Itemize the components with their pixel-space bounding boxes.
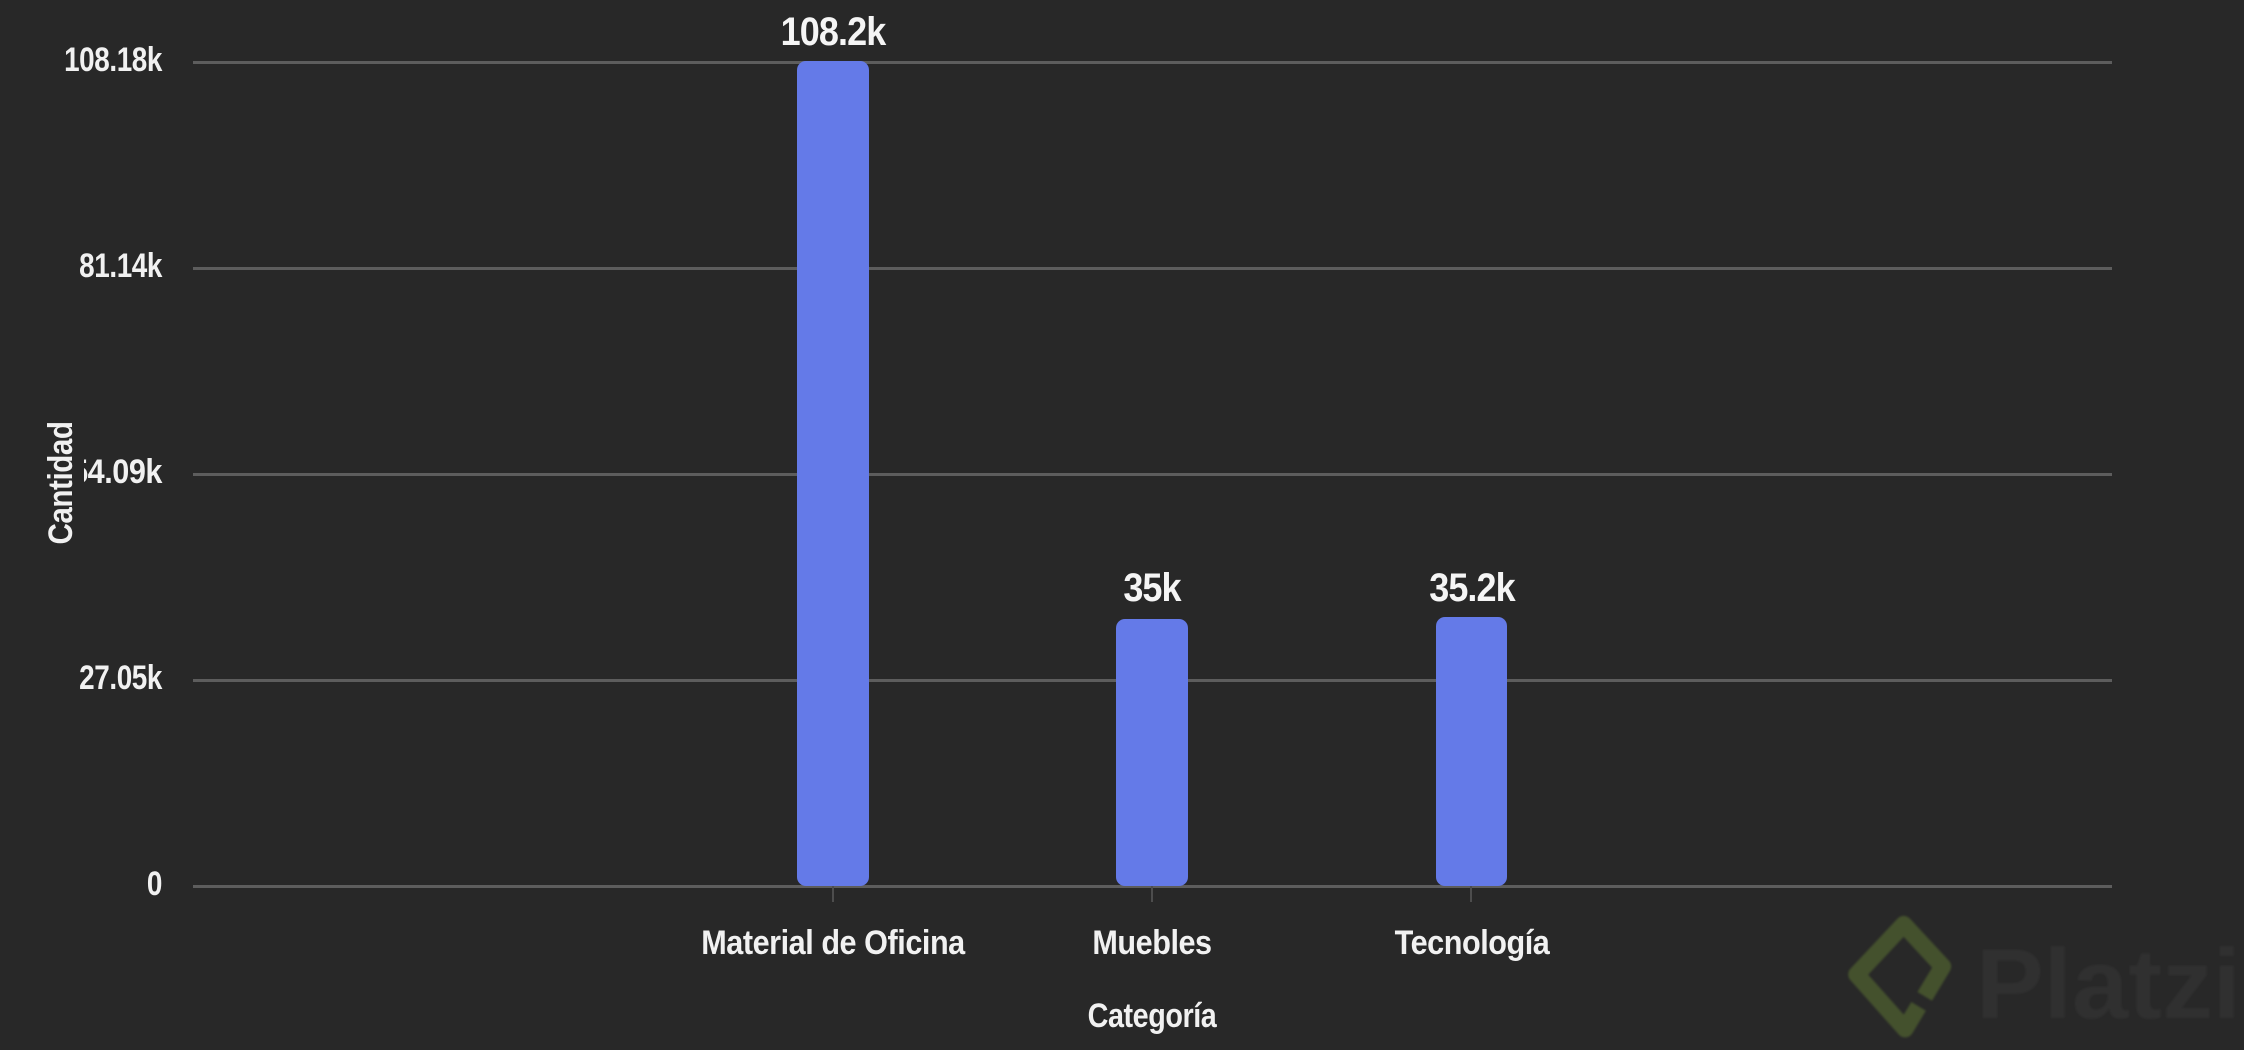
svg-text:Platzi: Platzi [1976, 928, 2241, 1039]
